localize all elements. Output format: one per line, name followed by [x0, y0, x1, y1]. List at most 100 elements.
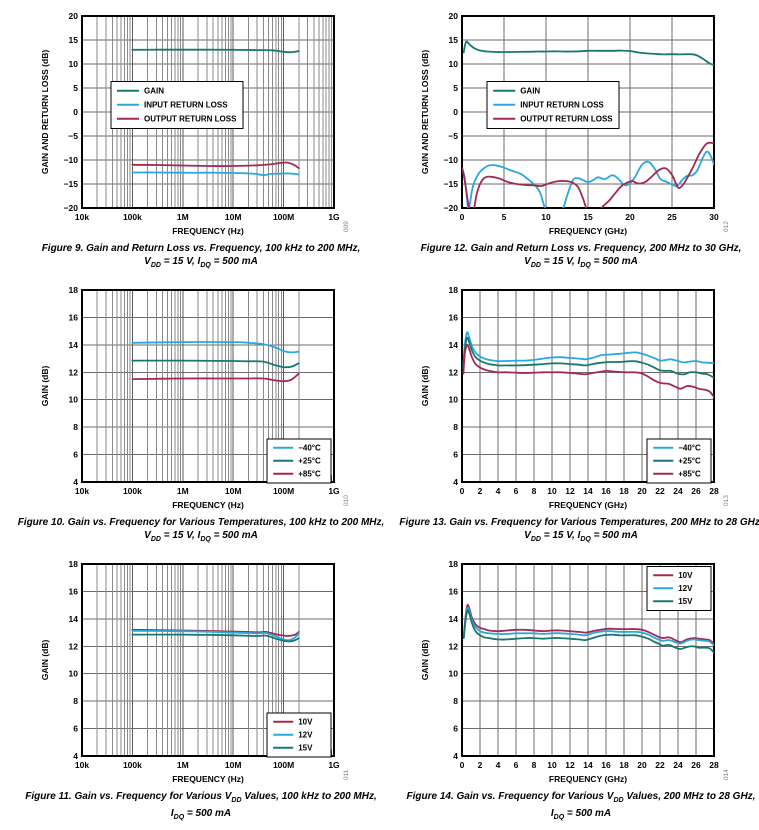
series-group: [131, 628, 300, 643]
legend-label-0: GAIN: [520, 87, 540, 96]
series--25-c: [462, 336, 714, 379]
svg-text:8: 8: [532, 760, 537, 770]
svg-text:0: 0: [460, 486, 465, 496]
svg-text:4: 4: [496, 760, 501, 770]
svg-text:100M: 100M: [273, 486, 294, 496]
svg-text:20: 20: [637, 760, 647, 770]
figure-12-panel: 20 15 10 5 0 −5 −10 −15 −20 0 5 10 15 20 25 30 FREQUENCY…: [416, 8, 746, 272]
caption-line-1: Figure 12. Gain and Return Loss vs. Freq…: [420, 243, 742, 254]
y-axis-title: GAIN (dB): [420, 640, 430, 681]
svg-text:1G: 1G: [328, 486, 340, 496]
svg-text:0: 0: [453, 107, 458, 117]
caption-line-2: IDQ = 500 mA: [550, 808, 612, 821]
x-axis-title: FREQUENCY (Hz): [172, 226, 244, 236]
legend: GAIN INPUT RETURN LOSS OUTPUT RETURN LOSS: [486, 80, 620, 129]
plot-id-label: 010: [343, 495, 350, 506]
series-group: [462, 40, 714, 208]
plot-id-label: 014: [723, 769, 730, 780]
series--85-c: [131, 372, 300, 383]
svg-text:4: 4: [453, 751, 458, 761]
plot-border: [81, 563, 335, 757]
svg-text:1M: 1M: [177, 212, 189, 222]
series--25-c: [131, 359, 300, 369]
svg-text:18: 18: [449, 559, 459, 569]
svg-text:10: 10: [69, 395, 79, 405]
svg-text:22: 22: [655, 486, 665, 496]
svg-text:−20: −20: [444, 203, 459, 213]
series-15v: [462, 609, 714, 654]
series-group: [462, 603, 714, 654]
figure-13-chart-mount: 18 16 14 12 10 8 6 4 0 2 4 6 8 10 12 14 16 18 20 22 24 26 28 FR…: [416, 282, 746, 518]
svg-text:10: 10: [69, 669, 79, 679]
legend-label-1: +25°C: [678, 457, 701, 466]
svg-text:20: 20: [625, 212, 635, 222]
svg-text:−15: −15: [444, 179, 459, 189]
svg-text:18: 18: [619, 760, 629, 770]
caption-line-1: Figure 14. Gain vs. Frequency for Variou…: [406, 791, 756, 804]
plot-border: [461, 289, 715, 483]
svg-text:10M: 10M: [225, 760, 242, 770]
plot-id-label: 009: [343, 221, 350, 232]
svg-text:14: 14: [449, 614, 459, 624]
svg-text:6: 6: [73, 724, 78, 734]
legend-label-1: INPUT RETURN LOSS: [144, 101, 228, 110]
svg-text:4: 4: [73, 477, 78, 487]
svg-text:10k: 10k: [75, 212, 89, 222]
svg-text:15: 15: [69, 35, 79, 45]
svg-text:1M: 1M: [177, 760, 189, 770]
svg-text:10M: 10M: [225, 212, 242, 222]
plot-id-label: 012: [723, 221, 730, 232]
figure-14-panel: 18 16 14 12 10 8 6 4 0 2 4 6 8 10 12 14 16 18 20 22 24 26 28 FR…: [407, 556, 756, 824]
legend: −40°C +25°C +85°C: [646, 438, 712, 484]
plot-id-label: 013: [723, 495, 730, 506]
series--40-c: [131, 341, 300, 354]
svg-text:1G: 1G: [328, 212, 340, 222]
series-input-return-loss: [131, 171, 300, 177]
svg-text:10: 10: [547, 760, 557, 770]
svg-text:0: 0: [460, 212, 465, 222]
legend: 10V 12V 15V: [646, 565, 712, 611]
plot-border: [81, 289, 335, 483]
svg-text:5: 5: [502, 212, 507, 222]
svg-text:14: 14: [583, 486, 593, 496]
svg-text:1M: 1M: [177, 486, 189, 496]
figure-11-caption: Figure 11. Gain vs. Frequency for Variou…: [11, 790, 391, 824]
svg-text:5: 5: [453, 83, 458, 93]
svg-text:1G: 1G: [328, 760, 340, 770]
series-12v: [462, 606, 714, 647]
legend-label-2: +85°C: [298, 470, 321, 479]
svg-text:−20: −20: [64, 203, 79, 213]
caption-line-2: IDQ = 500 mA: [170, 808, 232, 821]
legend-label-2: 15V: [678, 597, 693, 606]
svg-text:24: 24: [673, 486, 683, 496]
svg-text:10: 10: [547, 486, 557, 496]
svg-text:4: 4: [453, 477, 458, 487]
plot-border: [461, 15, 715, 209]
legend-label-2: 15V: [298, 744, 313, 753]
series--40-c: [462, 331, 714, 368]
series--85-c: [462, 343, 714, 398]
y-tick-labels: 20 15 10 5 0 −5 −10 −15 −20: [444, 11, 459, 213]
svg-text:100M: 100M: [273, 760, 294, 770]
legend-label-0: GAIN: [144, 87, 164, 96]
svg-text:14: 14: [69, 614, 79, 624]
plot-id-label: 011: [343, 769, 350, 780]
series-15v: [131, 633, 300, 643]
svg-text:10M: 10M: [225, 486, 242, 496]
series-group: [131, 341, 300, 383]
x-tick-labels: 0 2 4 6 8 10 12 14 16 18 20 22 24 26 28: [460, 760, 719, 770]
svg-text:16: 16: [69, 586, 79, 596]
series-group: [131, 48, 300, 177]
svg-text:18: 18: [619, 486, 629, 496]
y-axis-title: GAIN AND RETURN LOSS (dB): [420, 50, 430, 175]
svg-text:4: 4: [496, 486, 501, 496]
svg-text:16: 16: [449, 586, 459, 596]
svg-text:12: 12: [449, 367, 459, 377]
legend-label-0: −40°C: [678, 444, 701, 453]
x-tick-labels: 0 5 10 15 20 25 30: [460, 212, 719, 222]
legend-label-1: INPUT RETURN LOSS: [520, 101, 604, 110]
svg-text:16: 16: [601, 760, 611, 770]
plot-border: [81, 15, 335, 209]
